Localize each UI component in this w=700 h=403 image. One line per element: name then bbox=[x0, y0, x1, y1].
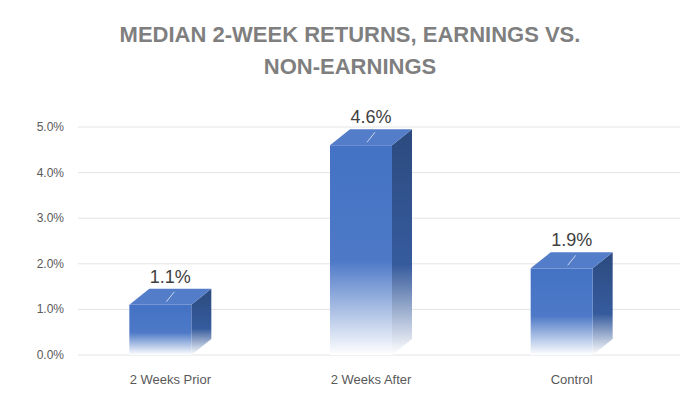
title-text: MEDIAN 2-WEEK RETURNS, EARNINGS VS.NON-E… bbox=[120, 22, 581, 79]
bar-top bbox=[531, 252, 613, 268]
x-tick-label: 2 Weeks After bbox=[331, 372, 412, 387]
bar-top-highlight bbox=[166, 292, 174, 302]
data-label: 1.9% bbox=[551, 230, 592, 250]
title: MEDIAN 2-WEEK RETURNS, EARNINGS VS.NON-E… bbox=[120, 22, 581, 79]
bar-top-highlight bbox=[367, 132, 375, 142]
bar bbox=[129, 289, 211, 355]
bar-top bbox=[330, 129, 412, 145]
y-tick-label: 0.0% bbox=[37, 348, 65, 362]
data-label: 1.1% bbox=[150, 267, 191, 287]
y-tick-label: 5.0% bbox=[37, 120, 65, 134]
x-tick-label: 2 Weeks Prior bbox=[130, 372, 212, 387]
y-tick-label: 4.0% bbox=[37, 166, 65, 180]
bars bbox=[129, 129, 612, 355]
labels: 1.1% 2 Weeks Prior 4.6% 2 Weeks After 1.9% Co… bbox=[130, 107, 593, 387]
bar-front bbox=[129, 305, 191, 355]
bar bbox=[330, 129, 412, 355]
bar-front bbox=[330, 145, 392, 355]
data-label: 4.6% bbox=[350, 107, 391, 127]
bar-front bbox=[531, 268, 593, 355]
y-tick-label: 2.0% bbox=[37, 257, 65, 271]
bar bbox=[531, 252, 613, 355]
x-tick-label: Control bbox=[551, 372, 593, 387]
bar-top-highlight bbox=[568, 255, 576, 265]
bar-side bbox=[392, 129, 412, 355]
y-tick-label: 1.0% bbox=[37, 302, 65, 316]
y-tick-label: 3.0% bbox=[37, 211, 65, 225]
y-axis: 0.0% 1.0% 2.0% 3.0% 4.0% 5.0% bbox=[37, 120, 680, 362]
bar-side bbox=[593, 252, 613, 355]
bar-top bbox=[129, 289, 211, 305]
